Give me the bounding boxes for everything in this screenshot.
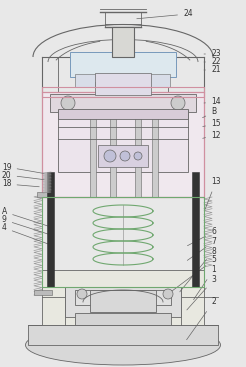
Text: 22: 22 [204,58,220,66]
Bar [95,73,151,95]
Text: 2: 2 [187,298,216,340]
Polygon shape [75,74,170,87]
Text: 7: 7 [187,237,216,261]
Bar [58,110,188,172]
Circle shape [171,96,185,110]
Text: 19: 19 [2,163,44,174]
Text: 8: 8 [180,247,216,292]
Bar [50,94,196,112]
Bar [152,112,158,197]
Circle shape [61,96,75,110]
Bar [58,109,188,119]
Text: 12: 12 [203,131,220,139]
Bar [75,313,171,325]
Bar [90,112,96,197]
Bar [98,145,148,167]
Text: 1: 1 [194,265,216,300]
Bar [42,197,204,287]
Bar [65,287,181,317]
Text: 4: 4 [2,224,48,244]
Circle shape [77,289,87,299]
Text: A: A [2,207,48,226]
Bar [112,27,134,57]
Text: 13: 13 [205,178,221,210]
Text: 3: 3 [187,276,216,310]
Circle shape [163,289,173,299]
Text: 9: 9 [2,215,48,234]
Circle shape [104,150,116,162]
Circle shape [134,152,142,160]
Bar [42,87,204,97]
Text: 23: 23 [204,50,221,58]
Bar [135,112,141,197]
Bar [192,172,199,287]
Bar [70,52,176,77]
Bar [47,172,54,287]
Circle shape [120,151,130,161]
Bar [110,112,116,197]
Text: 14: 14 [204,98,221,106]
Text: B: B [202,108,216,118]
Text: 21: 21 [204,65,220,75]
Bar [42,270,204,325]
Bar [42,92,204,197]
Text: 6: 6 [187,228,216,246]
Text: 20: 20 [2,171,44,180]
Bar [37,192,49,197]
Bar [34,290,52,295]
Text: 15: 15 [203,120,221,128]
Bar [90,290,156,312]
Bar [75,290,171,305]
Text: 18: 18 [2,179,39,189]
Text: 5: 5 [170,255,216,292]
Text: 24: 24 [137,10,193,19]
Ellipse shape [26,325,220,365]
Bar [28,325,218,345]
